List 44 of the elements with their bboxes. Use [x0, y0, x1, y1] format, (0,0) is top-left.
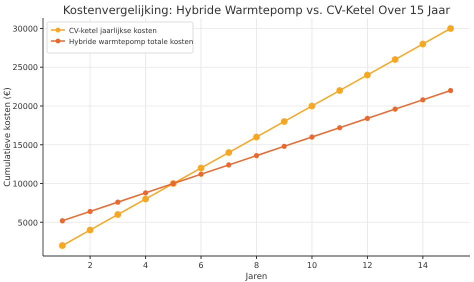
- x-tick-label: 6: [198, 261, 204, 270]
- point: [114, 211, 122, 218]
- y-tick-label: 5000: [18, 218, 38, 228]
- point: [282, 144, 287, 149]
- point: [419, 40, 426, 48]
- point: [392, 106, 398, 112]
- point: [59, 242, 66, 249]
- y-tick-label: 25000: [12, 63, 38, 72]
- point: [86, 226, 94, 234]
- point: [226, 162, 232, 168]
- point: [364, 72, 371, 78]
- y-axis-title: Cumulatieve kosten (€): [3, 87, 13, 187]
- point: [448, 88, 454, 94]
- point: [88, 208, 93, 214]
- point: [225, 149, 232, 156]
- y-tick-label: 10000: [12, 180, 38, 189]
- point: [364, 116, 370, 121]
- x-tick-label: 12: [362, 261, 373, 270]
- point: [336, 87, 344, 94]
- point: [60, 218, 66, 224]
- point: [142, 190, 148, 196]
- x-axis-title: Jaren: [244, 272, 268, 282]
- point: [309, 134, 315, 140]
- point: [254, 153, 260, 158]
- chart-title: Kostenvergelijking: Hybride Warmtepomp vs. CV-Ketel Over 15 Jaar: [62, 3, 450, 17]
- point: [337, 125, 342, 130]
- x-tick-label: 14: [418, 261, 428, 270]
- y-tick-label: 15000: [12, 140, 38, 150]
- point: [280, 118, 288, 125]
- point: [142, 196, 149, 202]
- x-tick-label: 8: [254, 261, 260, 270]
- point: [253, 134, 260, 140]
- x-tick-label: 10: [306, 261, 318, 270]
- y-tick-label: 20000: [12, 102, 38, 111]
- point: [420, 97, 426, 102]
- point: [115, 200, 120, 205]
- x-tick-label: 4: [143, 261, 148, 270]
- point: [198, 164, 204, 172]
- point: [392, 56, 399, 63]
- y-tick-label: 30000: [12, 24, 38, 34]
- point: [308, 102, 316, 110]
- point: [198, 172, 204, 177]
- x-tick-label: 2: [88, 261, 93, 270]
- point: [447, 25, 454, 32]
